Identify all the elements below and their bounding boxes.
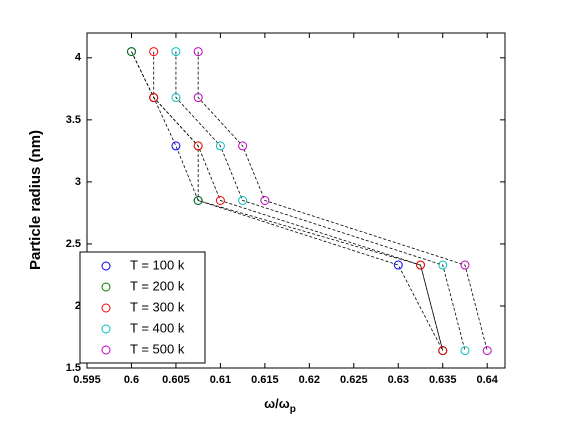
x-tick-label: 0.595 [73,374,101,386]
x-label-subscript: p [290,404,296,415]
data-point [215,196,225,205]
legend-label: T = 400 k [130,320,185,335]
x-tick-label: 0.635 [429,374,457,386]
data-point [238,141,248,151]
data-point [193,93,203,103]
data-point [438,260,448,270]
data-point [149,47,159,57]
x-tick-label: 0.63 [388,374,409,386]
data-point [215,141,225,151]
data-point [193,196,203,205]
series-line [153,51,444,351]
legend-label: T = 500 k [130,341,185,356]
y-tick-label: 2 [75,300,81,312]
data-point [416,260,426,270]
y-axis-label: Particle radius (nm) [27,130,44,270]
y-tick-label: 3.5 [66,114,81,126]
data-point [260,196,270,205]
legend-marker [101,324,111,334]
series-line [197,51,488,351]
data-point [238,196,248,205]
legend-label: T = 100 k [130,257,185,272]
x-label-main: ω/ω [264,396,290,411]
data-point [438,346,448,356]
data-point [126,47,136,57]
data-point [171,93,181,103]
legend-marker [101,261,111,271]
y-tick-label: 2.5 [66,238,81,250]
x-tick-label: 0.61 [210,374,231,386]
x-tick-label: 0.62 [299,374,320,386]
x-tick-label: 0.6 [124,374,139,386]
y-tick-label: 3 [75,176,81,188]
legend-marker [101,303,111,313]
data-point [482,346,492,356]
legend-label: T = 200 k [130,278,185,293]
legend-marker [101,282,111,292]
series-line [175,51,466,351]
x-tick-label: 0.615 [251,374,279,386]
data-point [460,260,470,270]
legend-marker [101,345,111,355]
data-point [193,141,203,151]
data-point [193,47,203,57]
data-point [171,141,181,151]
y-tick-label: 1.5 [66,362,81,374]
data-point [149,93,159,103]
x-tick-label: 0.625 [340,374,368,386]
data-point [460,346,470,356]
x-tick-label: 0.64 [477,374,499,386]
legend-box [79,251,206,364]
legend-label: T = 300 k [130,299,185,314]
data-point [393,260,403,270]
x-axis-label: ω/ωp [264,396,296,414]
x-tick-label: 0.605 [162,374,190,386]
y-tick-label: 4 [75,52,82,64]
data-point [171,47,181,57]
legend: T = 100 k T = 200 k T = 300 k T = 400 k T = … [79,251,206,364]
